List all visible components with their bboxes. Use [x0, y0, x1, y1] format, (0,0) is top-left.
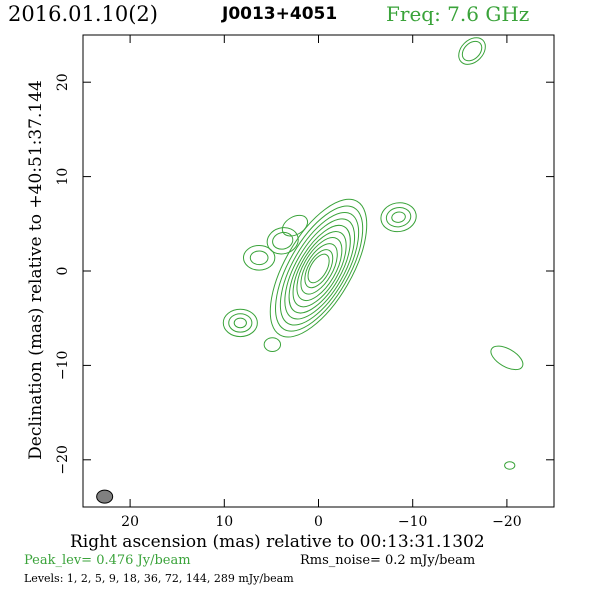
core-contour	[275, 205, 364, 332]
component-contour	[380, 202, 417, 233]
epoch-label: 2016.01.10(2)	[8, 2, 158, 26]
plot-frame	[82, 34, 555, 508]
y-tick-label: 0	[55, 267, 71, 276]
peak-level: Peak_lev= 0.476 Jy/beam	[24, 553, 191, 568]
beam-ellipse	[96, 489, 114, 504]
y-tick-label: −10	[55, 351, 71, 381]
component-contour	[461, 40, 483, 62]
core-contour	[279, 211, 360, 326]
x-tick-label: 10	[215, 514, 233, 530]
axis-ticks: 20 10 0 −10 −20 20 10 0 −10 −20	[55, 35, 554, 530]
component-contour	[242, 244, 276, 271]
component-contour	[233, 317, 247, 329]
component-contour	[228, 313, 253, 333]
x-axis-label: Right ascension (mas) relative to 00:13:…	[70, 532, 485, 552]
contour-levels: Levels: 1, 2, 5, 9, 18, 36, 72, 144, 289…	[24, 572, 294, 585]
y-tick-label: 10	[55, 168, 71, 186]
core-contour	[300, 243, 338, 295]
core-contour	[307, 253, 330, 284]
core-contour	[304, 249, 334, 289]
y-tick-label: −20	[55, 445, 71, 475]
x-tick-label: 0	[314, 514, 323, 530]
beam-layer	[96, 489, 114, 504]
component-contour	[385, 207, 412, 228]
rms-noise: Rms_noise= 0.2 mJy/beam	[300, 553, 476, 568]
core-contour	[296, 237, 343, 302]
component-contour	[391, 211, 406, 223]
component-contour	[266, 227, 299, 255]
core-contour	[284, 218, 356, 320]
y-axis-label: Declination (mas) relative to +40:51:37.…	[26, 80, 46, 460]
y-tick-label: 20	[55, 73, 71, 91]
frequency-label: Freq: 7.6 GHz	[386, 2, 530, 26]
x-tick-label: −20	[492, 514, 522, 530]
component-contour	[263, 337, 282, 352]
core-contour	[269, 198, 368, 338]
contour-layer	[222, 37, 524, 470]
component-contour	[458, 37, 486, 65]
component-contour	[490, 345, 524, 371]
core-contour	[288, 224, 351, 314]
component-contour	[281, 214, 309, 237]
source-name: J0013+4051	[222, 4, 338, 24]
core-contour	[292, 231, 347, 308]
component-contour	[272, 231, 294, 250]
component-contour	[504, 461, 516, 470]
component-contour	[249, 250, 269, 266]
x-tick-label: −10	[398, 514, 428, 530]
x-tick-label: 20	[121, 514, 139, 530]
component-contour	[222, 308, 258, 338]
